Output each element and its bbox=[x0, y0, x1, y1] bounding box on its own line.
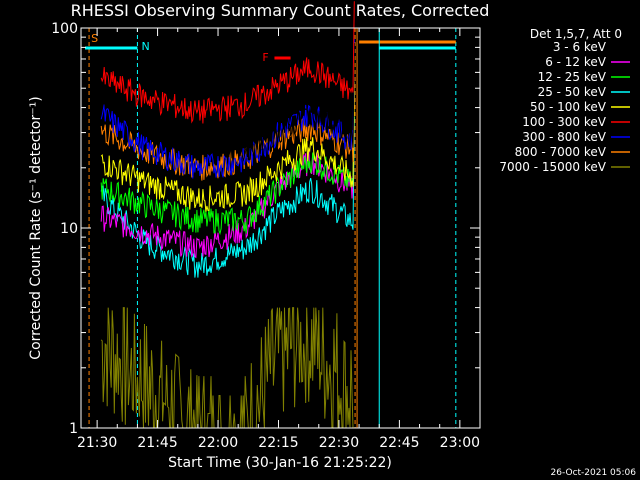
legend-label: 6 - 12 keV bbox=[545, 55, 607, 69]
legend-label: 3 - 6 keV bbox=[553, 40, 607, 54]
legend-label: 12 - 25 keV bbox=[538, 70, 607, 84]
legend-header: Det 1,5,7, Att 0 bbox=[530, 27, 622, 41]
footer-timestamp: 26-Oct-2021 05:06 bbox=[551, 468, 637, 478]
y-axis-label: Corrected Count Rate (s⁻¹ detector⁻¹) bbox=[28, 96, 44, 359]
series-line bbox=[100, 43, 355, 163]
series-line bbox=[100, 56, 355, 181]
legend-label: 50 - 100 keV bbox=[530, 100, 607, 114]
legend-label: 100 - 300 keV bbox=[522, 115, 606, 129]
y-tick-label: 100 bbox=[51, 21, 78, 37]
x-tick-label: 21:30 bbox=[77, 435, 117, 451]
series-line bbox=[100, 91, 355, 236]
x-tick-label: 22:00 bbox=[198, 435, 238, 451]
legend-label: 300 - 800 keV bbox=[522, 130, 606, 144]
x-tick-label: 23:00 bbox=[440, 435, 480, 451]
series-line bbox=[100, 81, 355, 212]
series-line bbox=[100, 39, 355, 179]
x-tick-label: 22:15 bbox=[258, 435, 298, 451]
annotation-label: F bbox=[262, 51, 268, 64]
legend-label: 7000 - 15000 keV bbox=[499, 160, 606, 174]
x-tick-label: 22:30 bbox=[319, 435, 359, 451]
series-line bbox=[100, 1, 355, 124]
legend-label: 25 - 50 keV bbox=[538, 85, 607, 99]
series-line bbox=[100, 116, 355, 278]
x-axis-label: Start Time (30-Jan-16 21:25:22) bbox=[168, 455, 392, 471]
annotation-label: S bbox=[91, 32, 98, 45]
x-tick-label: 21:45 bbox=[137, 435, 177, 451]
legend-label: 800 - 7000 keV bbox=[515, 145, 607, 159]
x-tick-label: 22:45 bbox=[379, 435, 419, 451]
y-tick-label: 10 bbox=[60, 221, 78, 237]
annotation-label: N bbox=[141, 40, 149, 53]
chart-title: RHESSI Observing Summary Count Rates, Co… bbox=[71, 1, 490, 20]
y-tick-label: 1 bbox=[69, 421, 78, 437]
